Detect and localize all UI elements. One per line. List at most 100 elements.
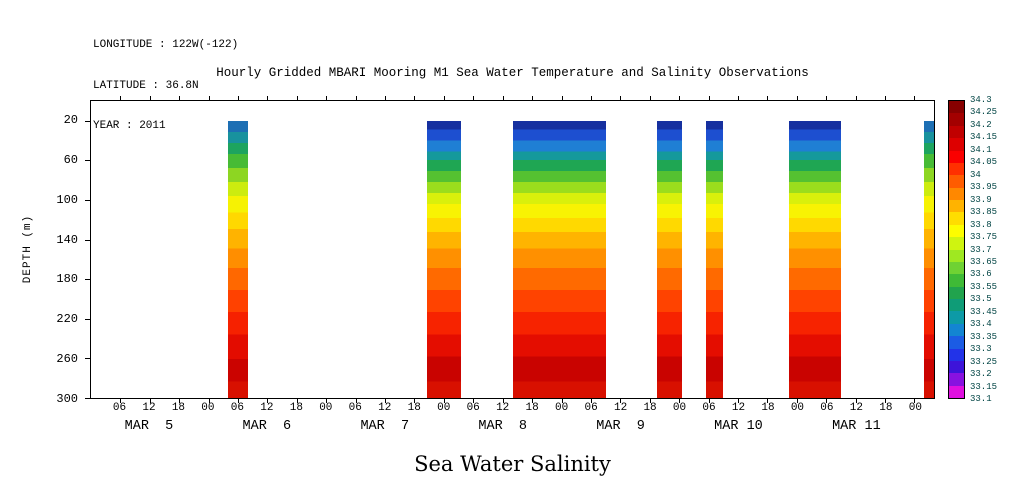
x-tick-bottom xyxy=(238,399,240,403)
colorbar-label: 33.95 xyxy=(970,182,998,193)
x-tick-top xyxy=(473,96,475,100)
x-tick-label: 00 xyxy=(319,402,333,414)
x-tick-bottom xyxy=(326,399,328,403)
y-tick-label: 60 xyxy=(63,152,78,167)
x-tick-label: 06 xyxy=(702,402,716,414)
colorbar-cell xyxy=(949,200,964,213)
x-tick-bottom xyxy=(355,399,357,403)
x-axis-tick-labels: 06 12 18 00 06 12 18 00 06 12 18 00 06 12 18 00 06 12 18 00… xyxy=(90,402,935,416)
x-tick-label: 06 xyxy=(584,402,598,414)
x-tick-top xyxy=(179,96,181,100)
x-tick-bottom xyxy=(208,399,210,403)
colorbar-label: 33.4 xyxy=(970,319,992,330)
x-tick-top xyxy=(149,96,151,100)
x-tick-bottom xyxy=(914,399,916,403)
x-tick-bottom xyxy=(149,399,151,403)
colorbar-label: 33.55 xyxy=(970,281,998,292)
x-tick-label: 06 xyxy=(112,402,127,414)
date-label: MAR 11 xyxy=(832,419,881,434)
x-tick-top xyxy=(590,96,592,100)
colorbar-label: 34.15 xyxy=(970,132,998,143)
colorbar-cell xyxy=(949,360,964,374)
x-tick-top xyxy=(267,96,269,100)
colorbar-cell xyxy=(949,373,964,386)
x-tick-top xyxy=(826,96,828,100)
colorbar-cell xyxy=(949,286,964,299)
x-tick-bottom xyxy=(649,399,651,403)
colorbar-cell xyxy=(949,385,964,398)
x-tick-label: 00 xyxy=(437,402,451,414)
x-tick-top xyxy=(767,96,769,100)
colorbar-label: 33.35 xyxy=(970,331,998,342)
x-tick-top xyxy=(385,96,387,100)
x-tick-bottom xyxy=(767,399,769,403)
x-tick-label: 12 xyxy=(378,402,392,414)
x-tick-top xyxy=(296,96,298,100)
colorbar-cell xyxy=(949,212,964,225)
y-tick xyxy=(85,358,90,360)
date-label: MAR 10 xyxy=(714,419,763,434)
x-tick-bottom xyxy=(179,399,181,403)
colorbar-label: 34.3 xyxy=(970,95,992,105)
x-tick-top xyxy=(238,96,240,100)
colorbar-cell xyxy=(949,125,964,139)
colorbar-cell xyxy=(949,299,964,312)
data-band xyxy=(228,120,248,398)
colorbar-label: 33.15 xyxy=(970,381,998,392)
y-tick-label: 100 xyxy=(56,192,78,207)
x-tick-bottom xyxy=(385,399,387,403)
colorbar-label: 33.2 xyxy=(970,369,992,380)
x-tick-bottom xyxy=(826,399,828,403)
x-tick-label: 18 xyxy=(643,402,657,414)
x-tick-top xyxy=(855,96,857,100)
x-tick-bottom xyxy=(737,399,739,403)
colorbar-label: 33.6 xyxy=(970,269,992,280)
x-tick-label: 18 xyxy=(289,402,303,414)
data-band xyxy=(512,120,606,398)
x-tick-top xyxy=(561,96,563,100)
x-tick-bottom xyxy=(884,399,886,403)
colorbar-cell xyxy=(949,336,964,349)
date-label: MAR 6 xyxy=(242,419,292,434)
x-tick-label: 18 xyxy=(879,402,893,414)
colorbar-label: 33.25 xyxy=(970,356,998,367)
data-band xyxy=(706,120,724,398)
colorbar-cell xyxy=(949,274,964,287)
y-tick-label: 300 xyxy=(56,392,78,406)
colorbar-cell xyxy=(949,261,964,275)
x-tick-bottom xyxy=(620,399,622,403)
x-tick-bottom xyxy=(502,399,504,403)
x-tick-top xyxy=(120,96,122,100)
x-tick-bottom xyxy=(590,399,592,403)
colorbar-label: 33.3 xyxy=(970,344,992,355)
data-band xyxy=(789,120,841,398)
x-tick-top xyxy=(737,96,739,100)
x-tick-label: 12 xyxy=(613,402,628,414)
colorbar-label: 33.45 xyxy=(970,306,998,317)
colorbar-cell xyxy=(949,113,964,126)
data-band xyxy=(924,120,934,398)
x-tick-label: 18 xyxy=(761,402,775,414)
x-tick-label: 00 xyxy=(672,402,687,414)
data-band xyxy=(657,120,682,398)
x-tick-top xyxy=(649,96,651,100)
x-tick-top xyxy=(208,96,210,100)
x-tick-top xyxy=(443,96,445,100)
x-tick-bottom xyxy=(473,399,475,403)
y-tick xyxy=(85,120,90,122)
colorbar-label: 33.8 xyxy=(970,219,992,230)
colorbar-label: 34.1 xyxy=(970,144,992,155)
x-tick-label: 06 xyxy=(348,402,362,414)
year-label: YEAR : 2011 xyxy=(93,120,166,132)
x-tick-label: 00 xyxy=(790,402,805,414)
y-tick xyxy=(85,318,90,320)
x-tick-top xyxy=(679,96,681,100)
x-tick-label: 06 xyxy=(230,402,244,414)
x-tick-top xyxy=(326,96,328,100)
colorbar-labels: 34.3 34.25 34.2 34.15 34.1 34.05 34 33.95 33.9 33… xyxy=(970,95,1009,404)
y-tick xyxy=(85,279,90,281)
x-tick-bottom xyxy=(796,399,798,403)
x-tick-bottom xyxy=(708,399,710,403)
metadata-block: LONGITUDE : 122W(-122) LATITUDE : 36.8N … xyxy=(93,12,238,161)
